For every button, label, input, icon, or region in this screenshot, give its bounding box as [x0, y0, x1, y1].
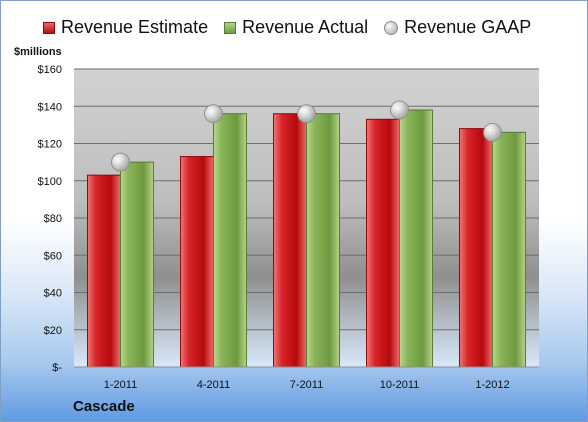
gaap-markers: [111, 100, 502, 172]
estimate-bar: [87, 174, 121, 368]
gaap-marker-icon: [384, 20, 399, 35]
gaap-point: [390, 100, 409, 120]
actual-bar: [306, 113, 340, 368]
gaap-point: [111, 152, 130, 172]
y-tick-label: $120: [38, 139, 62, 151]
actual-bar: [492, 131, 526, 368]
estimate-swatch-icon: [43, 21, 55, 34]
actual-swatch-icon: [224, 21, 237, 34]
chart-legend: Revenue Estimate Revenue Actual Revenue …: [43, 17, 547, 38]
actual-bar: [213, 113, 247, 368]
x-tick-label: 1-2012: [475, 379, 509, 391]
legend-item-estimate: Revenue Estimate: [43, 17, 208, 38]
y-tick-label: $160: [38, 64, 62, 76]
y-tick-label: $20: [44, 325, 62, 337]
y-tick-label: $140: [38, 101, 62, 113]
y-tick-label: $80: [44, 213, 62, 225]
x-tick-label: 4-2011: [197, 379, 230, 391]
gaap-point: [204, 104, 223, 124]
y-tick-label: $60: [44, 250, 62, 262]
bars: [87, 109, 526, 368]
legend-item-gaap: Revenue GAAP: [384, 17, 531, 38]
estimate-bar: [180, 156, 214, 368]
y-axis-unit-label: $millions: [14, 46, 62, 58]
y-tick-label: $40: [44, 288, 62, 300]
x-tick-label: 7-2011: [290, 379, 323, 391]
actual-bar: [120, 161, 154, 368]
gaap-point: [297, 104, 316, 124]
y-tick-label: $-: [52, 362, 62, 374]
actual-bar: [399, 109, 433, 368]
y-tick-label: $100: [38, 176, 62, 188]
x-axis-labels: 1-2011 4-2011 7-2011 10-2011 1-2012: [104, 379, 510, 391]
company-label: Cascade: [73, 398, 135, 415]
estimate-bar: [366, 118, 400, 368]
legend-item-actual: Revenue Actual: [224, 17, 368, 38]
gaap-point: [483, 122, 502, 142]
x-tick-label: 1-2011: [104, 379, 137, 391]
estimate-bar: [273, 113, 307, 368]
legend-label-estimate: Revenue Estimate: [61, 17, 209, 37]
x-tick-label: 10-2011: [380, 379, 420, 391]
estimate-bar: [459, 128, 493, 368]
legend-label-actual: Revenue Actual: [242, 17, 369, 37]
legend-label-gaap: Revenue GAAP: [404, 17, 532, 37]
y-axis-labels: $- $20 $40 $60 $80 $100 $120 $140 $160: [38, 64, 63, 374]
